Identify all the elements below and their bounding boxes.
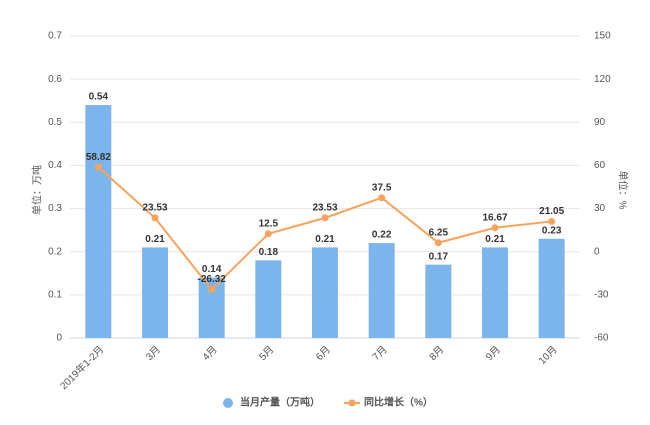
x-tick-label: 2019年1-2月 [57,343,106,392]
legend-symbol [348,399,356,407]
y-tick-label: 0.5 [48,117,62,128]
value-label: 6.25 [429,227,449,238]
bar [368,243,395,338]
bar [312,247,338,338]
value-label: 0.14 [202,264,222,275]
value-label: 12.5 [259,218,279,229]
y-tick-label: 0.1 [48,289,62,300]
value-label: 23.53 [312,203,337,214]
legend-symbol [223,398,233,408]
value-label: -26.32 [197,274,226,285]
y-tick-label: 0.2 [48,246,62,257]
y2-tick-label: 30 [594,203,606,214]
value-label: 0.54 [89,92,109,103]
point [321,214,329,222]
legend-label: 当月产量（万吨） [240,396,320,409]
y2-tick-label: 90 [594,117,606,128]
y2-tick-label: 0 [594,246,600,257]
x-tick-label: 3月 [143,344,162,363]
value-label: 58.82 [86,152,111,163]
x-tick-label: 8月 [427,344,446,363]
y2-tick-label: 150 [594,31,611,42]
x-tick-label: 4月 [200,344,219,363]
point [548,217,556,225]
value-label: 0.21 [145,234,165,245]
x-tick-label: 5月 [257,344,276,363]
point [94,163,102,171]
x-tick-label: 10月 [536,344,559,367]
value-label: 0.17 [429,251,449,262]
y-tick-label: 0.7 [48,31,62,42]
value-label: 21.05 [539,206,564,217]
point [378,194,386,202]
y2-tick-label: -30 [594,289,609,300]
bar [85,105,112,339]
y2-tick-label: -60 [594,333,609,344]
point [151,214,159,222]
point [264,230,272,238]
y2-tick-label: 60 [594,160,606,171]
y-tick-label: 0 [56,333,62,344]
value-label: 37.5 [372,182,392,193]
bar [142,247,168,338]
y2-axis-title: 单位：% [616,171,629,210]
point [434,239,442,247]
value-label: 16.67 [482,212,507,223]
value-label: 0.23 [542,225,562,236]
bar [538,238,565,338]
point [208,286,216,294]
bar [425,264,452,338]
value-label: 0.21 [315,234,335,245]
y-tick-label: 0.6 [48,74,62,85]
y-tick-label: 0.4 [48,160,62,171]
x-tick-label: 7月 [370,344,389,363]
value-label: 0.22 [372,230,392,241]
point [491,224,499,232]
value-label: 23.53 [142,203,167,214]
value-label: 0.18 [259,247,279,258]
value-label: 0.21 [485,234,505,245]
x-tick-label: 9月 [483,344,502,363]
y-axis-title: 单位：万吨 [31,165,44,215]
legend-label: 同比增长（%） [364,396,433,409]
y2-tick-label: 120 [594,74,611,85]
y-tick-label: 0.3 [48,203,62,214]
bar [255,260,282,338]
bar [482,247,508,338]
x-tick-label: 6月 [313,344,332,363]
